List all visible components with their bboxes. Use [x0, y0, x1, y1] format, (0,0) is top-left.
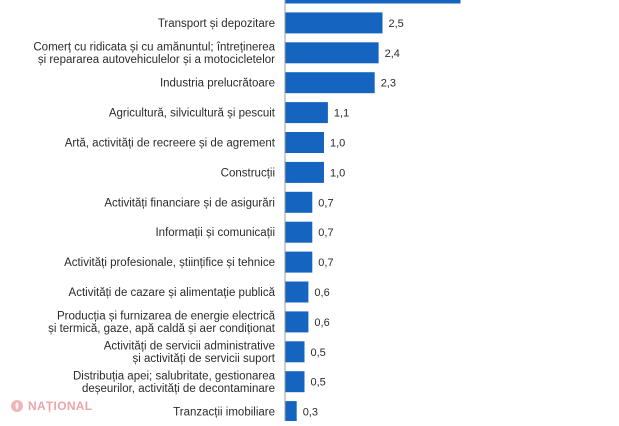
watermark: NAȚIONAL	[10, 399, 92, 413]
value-label-11: 0,6	[314, 317, 329, 329]
category-label-3: Industria prelucrătoare	[160, 78, 275, 90]
category-label-13: Distribuția apei; salubritate, gestionar…	[73, 370, 276, 395]
category-label-1: Transport și depozitare	[158, 18, 275, 30]
value-label-7: 0,7	[318, 197, 333, 209]
bar-6	[285, 161, 324, 183]
value-label-3: 2,3	[381, 78, 396, 90]
category-label-6: Construcții	[221, 167, 275, 179]
category-label-7: Activități financiare și de asigurări	[104, 197, 275, 209]
category-label-9: Activități profesionale, științifice și …	[64, 257, 275, 269]
bar-14	[285, 401, 297, 423]
value-label-10: 0,6	[314, 287, 329, 299]
value-label-12: 0,5	[311, 347, 326, 359]
bar-7	[285, 191, 313, 213]
value-label-2: 2,4	[385, 48, 400, 60]
value-label-4: 1,1	[334, 108, 349, 120]
bar-11	[285, 311, 309, 333]
bar-5	[285, 132, 324, 153]
bar-13	[285, 371, 305, 393]
value-label-13: 0,5	[311, 377, 326, 389]
category-label-11: Producția și furnizarea de energie elect…	[48, 311, 276, 336]
bar-8	[285, 221, 313, 243]
bar-10	[285, 281, 309, 303]
value-label-1: 2,5	[389, 18, 404, 30]
bar-2	[285, 42, 379, 64]
bar-4	[285, 102, 328, 124]
category-label-10: Activități de cazare și alimentație publ…	[69, 287, 276, 299]
category-label-12: Activități de servicii administrative și …	[104, 341, 276, 366]
watermark-text: NAȚIONAL	[28, 399, 93, 413]
category-label-14: Tranzacții imobiliare	[173, 407, 275, 419]
category-label-8: Informații și comunicații	[155, 227, 275, 239]
category-label-2: Comerț cu ridicata și cu amănuntul; într…	[33, 42, 275, 67]
category-label-5: Artă, activități de recreere și de agrem…	[65, 138, 276, 150]
value-label-14: 0,3	[303, 407, 318, 419]
bar-12	[285, 341, 305, 363]
value-label-5: 1,0	[330, 138, 345, 150]
rose-logo-icon	[11, 400, 23, 412]
value-label-8: 0,7	[318, 227, 333, 239]
value-label-9: 0,7	[318, 257, 333, 269]
bar-3	[285, 72, 375, 94]
bar-9	[285, 251, 313, 273]
bar-1	[285, 12, 383, 34]
bar-0	[285, 0, 461, 4]
value-label-6: 1,0	[330, 167, 345, 179]
category-label-4: Agricultură, silvicultură și pescuit	[109, 108, 276, 120]
